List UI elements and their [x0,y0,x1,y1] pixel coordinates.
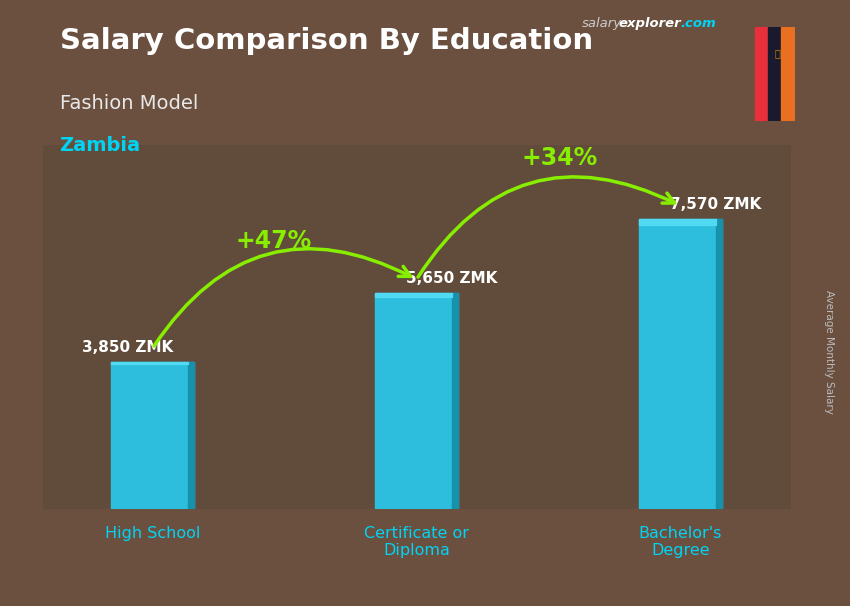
Text: 5,650 ZMK: 5,650 ZMK [405,271,497,286]
Bar [768,27,781,121]
Bar [638,219,716,225]
Text: +34%: +34% [521,146,598,170]
Bar [638,219,722,509]
Bar [375,293,451,297]
Text: Fashion Model: Fashion Model [60,94,198,113]
Text: 3,850 ZMK: 3,850 ZMK [82,340,173,355]
Bar [781,27,795,121]
Text: Salary Comparison By Education: Salary Comparison By Education [60,27,592,55]
Bar [451,293,458,509]
Text: 🦅: 🦅 [774,48,780,59]
Text: .com: .com [680,17,716,30]
Text: Zambia: Zambia [60,136,140,155]
Text: +47%: +47% [235,229,312,253]
Bar [110,362,195,509]
Bar [110,362,188,364]
Bar [755,27,768,121]
Bar [188,362,195,509]
Bar [375,293,458,509]
Text: Average Monthly Salary: Average Monthly Salary [824,290,834,413]
Text: salary: salary [582,17,622,30]
Text: 7,570 ZMK: 7,570 ZMK [670,198,761,213]
Bar [716,219,722,509]
Text: explorer: explorer [619,17,682,30]
